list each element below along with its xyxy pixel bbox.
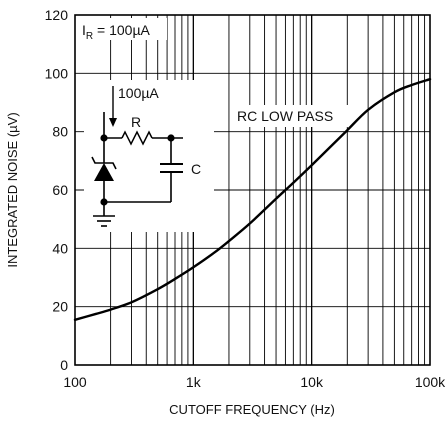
y-tick-label: 60 (52, 182, 68, 198)
series-line-rc-low-pass (73, 77, 432, 321)
x-axis-title: CUTOFF FREQUENCY (Hz) (169, 402, 335, 417)
x-tick-label: 100 (63, 374, 87, 390)
curve-label: RC LOW PASS (237, 108, 333, 124)
plot-frame (74, 14, 431, 366)
diode-triangle (94, 163, 114, 181)
curve-label-bg (235, 105, 348, 127)
condition-label-bg (79, 18, 167, 40)
x-tick-label: 100k (415, 374, 446, 390)
tick-labels: 100 1k 10k 100k 0 20 40 60 80 100 120 (45, 7, 447, 390)
current-label: 100µA (118, 85, 159, 101)
y-tick-label: 20 (52, 299, 68, 315)
y-tick-label: 100 (45, 65, 69, 81)
x-tick-label: 10k (300, 374, 324, 390)
y-tick-label: 120 (45, 7, 69, 23)
resistor-label: R (131, 114, 141, 130)
circuit-schematic: 100µA R C (84, 80, 214, 232)
y-tick-label: 80 (52, 124, 68, 140)
y-tick-label: 0 (60, 357, 68, 373)
current-arrow-head (109, 118, 117, 127)
y-tick-label: 40 (52, 240, 68, 256)
x-tick-label: 1k (186, 374, 202, 390)
condition-label: IR = 100µA (82, 22, 151, 42)
resistor-symbol (121, 130, 153, 146)
y-axis-title: INTEGRATED NOISE (µV) (5, 112, 20, 267)
capacitor-label: C (191, 161, 201, 177)
schematic-bg (84, 80, 214, 232)
